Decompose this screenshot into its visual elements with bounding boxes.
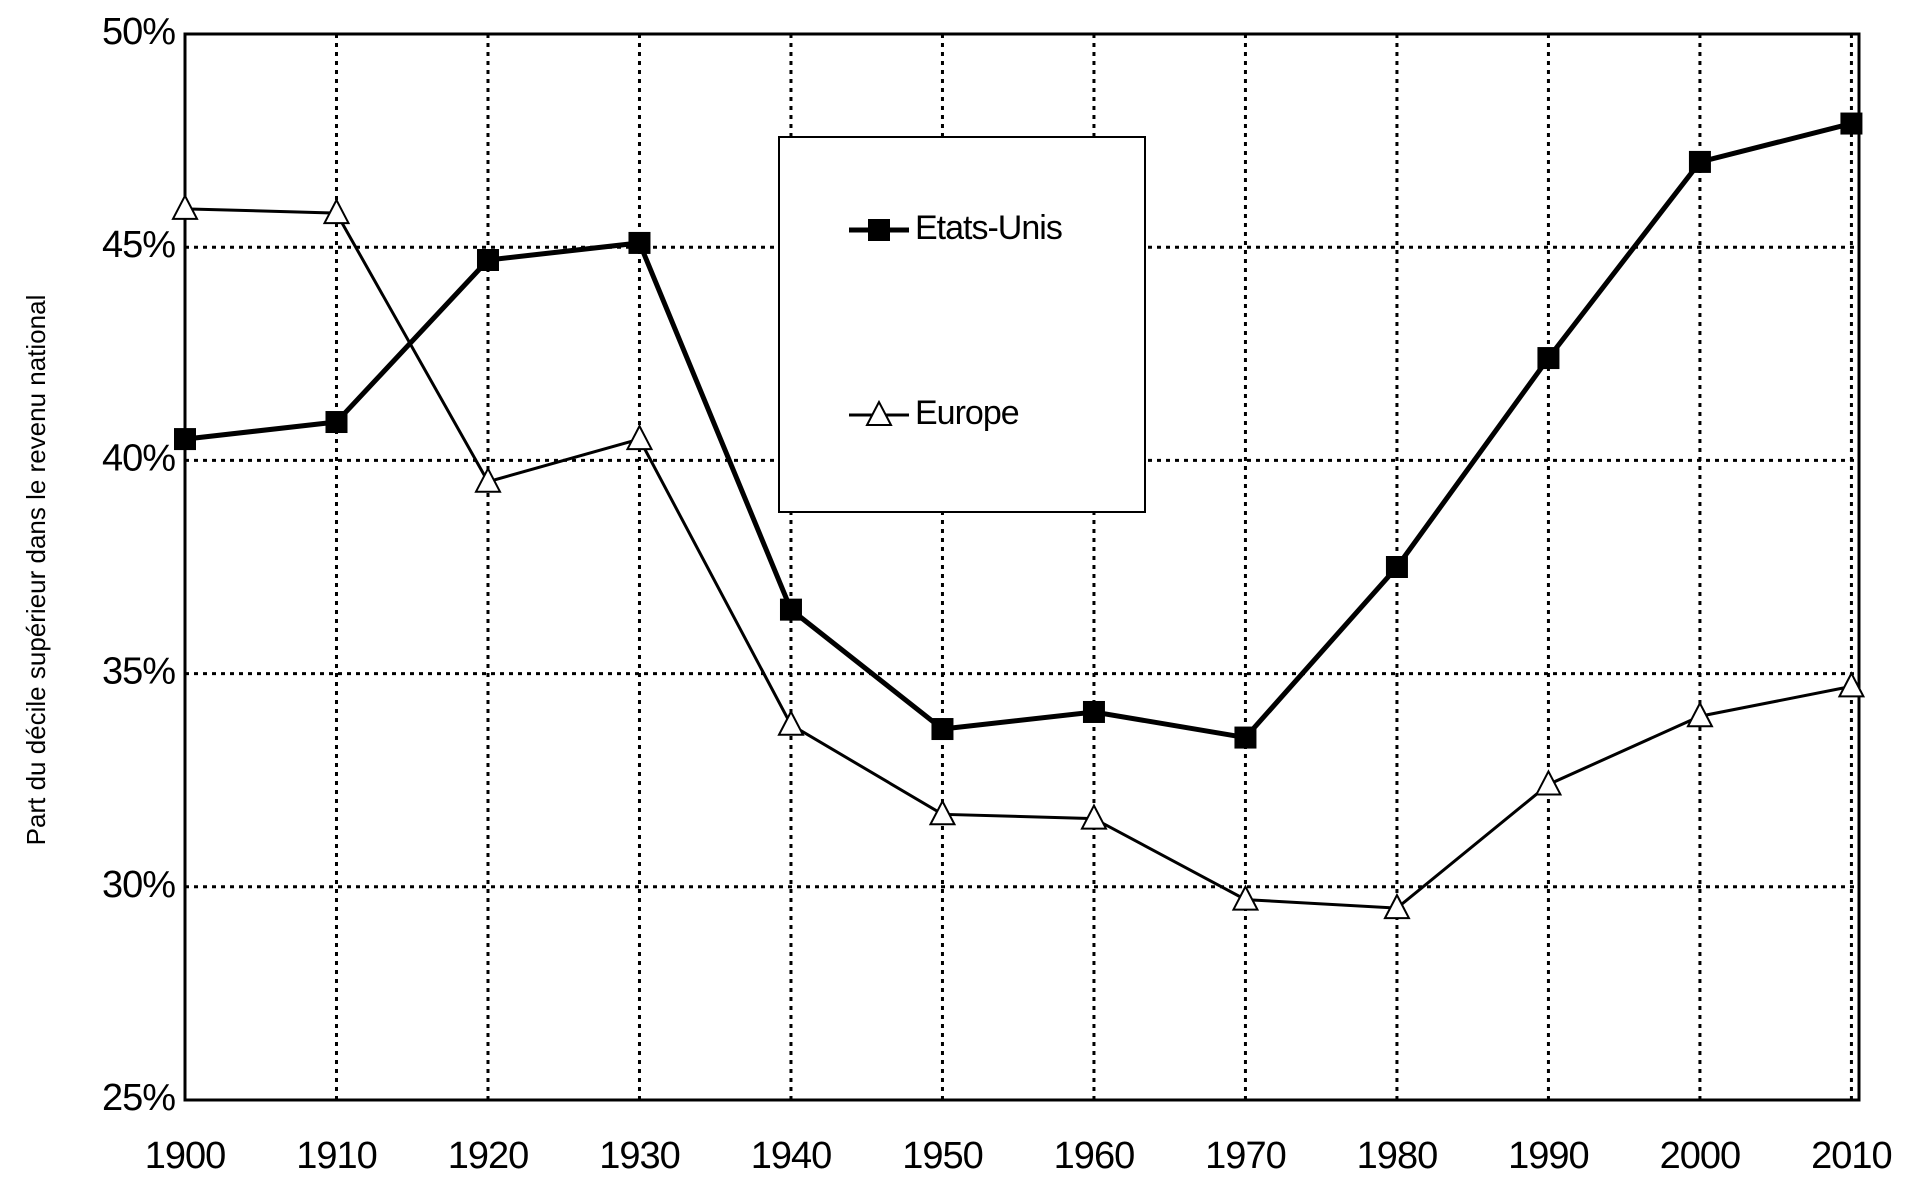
x-tick-label: 1940 — [751, 1135, 832, 1177]
marker — [1840, 112, 1863, 135]
y-tick-label: 30% — [102, 864, 175, 906]
x-tick-label: 1990 — [1508, 1135, 1589, 1177]
marker — [325, 411, 348, 434]
series-line — [184, 207, 1852, 910]
y-tick-label: 35% — [102, 651, 175, 693]
marker — [322, 197, 351, 225]
y-tick-label: 45% — [102, 224, 175, 266]
legend-label: Europe — [915, 394, 1019, 432]
marker — [625, 423, 654, 451]
y-tick-label: 25% — [102, 1077, 175, 1119]
legend-marker — [865, 399, 893, 426]
y-axis-label: Part du décile supérieur dans le revenu … — [21, 295, 51, 846]
x-tick-label: 1920 — [448, 1135, 529, 1177]
marker — [777, 709, 805, 736]
legend-label: Etats-Unis — [915, 209, 1062, 247]
legend-box — [778, 136, 1146, 513]
marker — [1080, 803, 1108, 830]
legend-marker — [868, 219, 890, 241]
marker — [474, 466, 502, 493]
x-tick-label: 1980 — [1357, 1135, 1438, 1177]
x-tick-label: 2000 — [1660, 1135, 1741, 1177]
x-tick-label: 1970 — [1205, 1135, 1286, 1177]
series-line — [184, 121, 1853, 741]
marker — [1686, 701, 1714, 728]
marker — [1688, 150, 1711, 173]
x-tick-label: 1960 — [1054, 1135, 1135, 1177]
marker — [1385, 556, 1408, 578]
marker — [174, 428, 196, 451]
marker — [931, 718, 954, 741]
plot-frame — [183, 32, 1861, 1102]
marker — [779, 598, 802, 621]
marker — [1383, 892, 1411, 920]
y-tick-label: 40% — [102, 437, 175, 479]
x-tick-label: 2010 — [1811, 1135, 1892, 1177]
x-tick-label: 1930 — [599, 1135, 680, 1177]
y-tick-label: 50% — [102, 11, 175, 53]
marker — [1534, 769, 1563, 796]
marker — [928, 799, 957, 826]
x-tick-label: 1950 — [902, 1135, 983, 1177]
marker — [171, 193, 199, 220]
x-tick-label: 1900 — [145, 1135, 226, 1177]
marker — [1537, 347, 1560, 370]
marker — [1231, 884, 1260, 911]
x-tick-label: 1910 — [296, 1135, 377, 1177]
marker — [476, 248, 499, 271]
marker — [1837, 671, 1866, 698]
marker — [1082, 700, 1105, 723]
marker — [628, 231, 651, 254]
marker — [1234, 726, 1257, 749]
